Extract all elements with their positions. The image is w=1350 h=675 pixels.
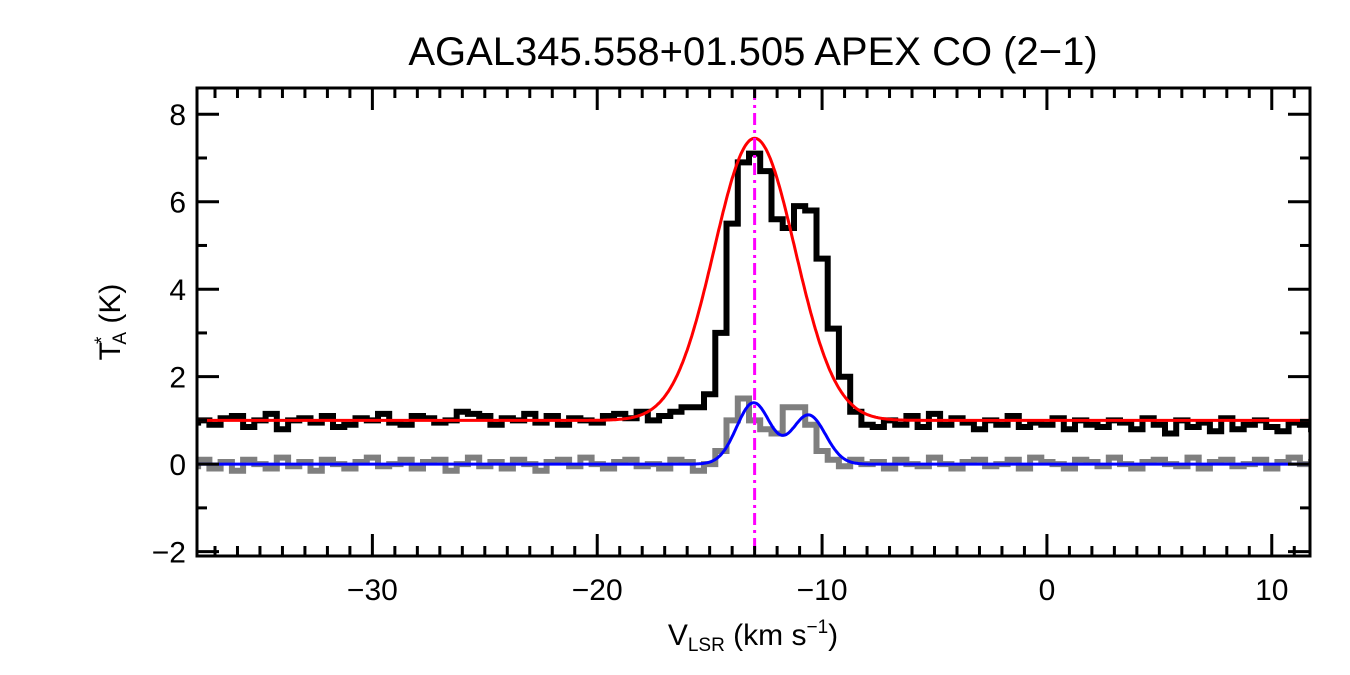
chart-title: AGAL345.558+01.505 APEX CO (2−1) [408, 30, 1097, 74]
series-two-gaussian-fit [197, 401, 1310, 466]
x-axis-label: VLSR (km s−1) [668, 617, 838, 656]
y-axis-label: T*A (K) [92, 284, 131, 361]
y-tick-label: −2 [152, 537, 186, 570]
series-second-spectrum [197, 395, 1310, 474]
y-tick-label: 0 [169, 449, 186, 482]
x-tick-label: 10 [1255, 574, 1288, 607]
x-tick-label: −20 [572, 574, 623, 607]
x-tick-label: −30 [347, 574, 398, 607]
y-tick-label: 6 [169, 187, 186, 220]
series-spectrum-offset-1- [197, 150, 1310, 437]
y-tick-label: 8 [169, 99, 186, 132]
y-tick-label: 4 [169, 274, 186, 307]
x-tick-label: −10 [797, 574, 848, 607]
series-group [197, 88, 1310, 556]
x-tick-label: 0 [1039, 574, 1056, 607]
plot-area [197, 88, 1310, 556]
y-tick-label: 2 [169, 362, 186, 395]
